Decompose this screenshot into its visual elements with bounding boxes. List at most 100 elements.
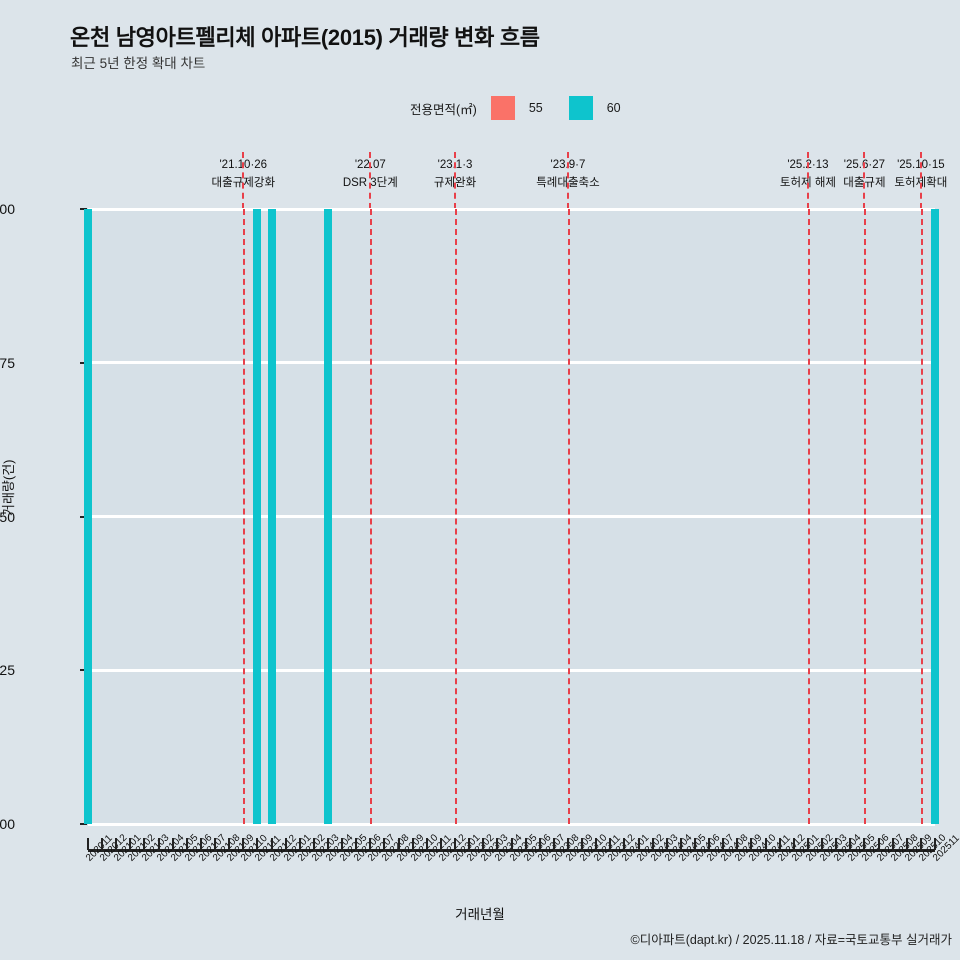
y-tick-label: 0.75	[0, 354, 15, 371]
annotation-line	[455, 209, 458, 824]
bar[interactable]	[267, 209, 276, 824]
x-tick-mark	[298, 838, 301, 850]
gridline	[88, 207, 935, 211]
x-tick-mark	[919, 838, 922, 850]
annotation-line-stub	[863, 152, 866, 209]
legend-title: 전용면적(㎡)	[410, 102, 477, 117]
x-tick-mark	[242, 838, 245, 850]
x-tick-mark	[877, 838, 880, 850]
annotation-line-stub	[566, 152, 569, 209]
x-tick-mark	[552, 838, 555, 850]
x-tick-mark	[439, 838, 442, 850]
x-tick-mark	[157, 838, 160, 850]
annotation-line-stub	[919, 152, 922, 209]
x-tick-mark	[679, 838, 682, 850]
x-tick-mark	[736, 838, 739, 850]
x-tick-mark	[87, 838, 89, 850]
x-tick-mark	[623, 838, 626, 850]
x-tick-mark	[341, 838, 344, 850]
x-tick-mark	[496, 838, 499, 850]
x-tick-mark	[750, 838, 753, 850]
y-tick-label: 1.00	[0, 201, 15, 217]
x-tick-mark	[129, 838, 132, 850]
x-tick-mark	[806, 838, 809, 850]
chart-legend: 전용면적(㎡) 55 60	[410, 96, 647, 120]
x-tick-mark	[849, 838, 852, 850]
x-tick-mark	[397, 838, 400, 850]
x-tick-mark	[792, 838, 795, 850]
x-tick-mark	[468, 838, 471, 850]
bar[interactable]	[253, 209, 262, 824]
x-tick-mark	[609, 838, 612, 850]
bar[interactable]	[84, 209, 92, 824]
x-tick-mark	[101, 838, 104, 850]
x-tick-mark	[199, 838, 202, 850]
x-tick-mark	[821, 838, 824, 850]
x-tick-mark	[934, 838, 936, 850]
x-tick-mark	[581, 838, 584, 850]
x-axis-line	[88, 849, 935, 852]
x-tick-mark	[383, 838, 386, 850]
x-tick-mark	[524, 838, 527, 850]
x-tick-mark	[482, 838, 485, 850]
x-tick-mark	[863, 838, 866, 850]
bar[interactable]	[323, 209, 332, 824]
annotation-line	[807, 209, 810, 824]
x-tick-mark	[538, 838, 541, 850]
legend-swatch-60	[568, 96, 593, 120]
gridline	[88, 515, 935, 518]
x-tick-mark	[214, 838, 217, 850]
x-tick-mark	[454, 838, 457, 850]
x-tick-mark	[115, 838, 118, 850]
x-tick-mark	[228, 838, 231, 850]
gridline	[88, 361, 935, 365]
page-title: 온천 남영아트펠리체 아파트(2015) 거래량 변화 흐름	[70, 25, 540, 50]
x-tick-mark	[355, 838, 358, 850]
y-tick-mark	[80, 823, 87, 825]
x-tick-mark	[905, 838, 908, 850]
x-tick-mark	[708, 838, 711, 850]
annotation-line	[243, 209, 246, 824]
annotation-line-stub	[242, 152, 245, 209]
y-axis-title: 거래량(건)	[1, 459, 16, 517]
x-tick-mark	[891, 838, 894, 850]
x-tick-mark	[270, 838, 273, 850]
y-tick-mark	[80, 515, 87, 518]
legend-label-60: 60	[606, 101, 621, 115]
y-tick-label: 0.00	[0, 816, 15, 832]
gridline	[88, 822, 935, 826]
annotation-line	[370, 209, 373, 824]
annotation-line-stub	[806, 152, 809, 209]
y-tick-label: 0.50	[0, 508, 15, 525]
gridline	[88, 668, 935, 672]
footer-credit: ©디아파트(dapt.kr) / 2025.11.18 / 자료=국토교통부 실…	[630, 933, 953, 947]
x-axis-title: 거래년월	[455, 907, 505, 922]
x-tick-mark	[171, 838, 174, 850]
plot-area	[84, 207, 939, 826]
x-tick-mark	[185, 838, 188, 850]
legend-swatch-55	[490, 96, 515, 120]
x-tick-mark	[425, 838, 428, 850]
x-tick-mark	[510, 838, 513, 850]
x-tick-mark	[764, 838, 767, 850]
x-tick-mark	[722, 838, 725, 850]
y-tick-mark	[80, 208, 87, 210]
annotation-line	[567, 209, 570, 824]
legend-label-55: 55	[528, 101, 543, 115]
annotation-line-stub	[369, 152, 372, 209]
x-tick-mark	[284, 838, 287, 850]
x-tick-mark	[143, 838, 146, 850]
x-tick-mark	[411, 838, 414, 850]
page-subtitle: 최근 5년 한정 확대 차트	[71, 56, 206, 71]
annotation-line-stub	[454, 152, 457, 209]
x-tick-mark	[312, 838, 315, 850]
x-tick-mark	[326, 838, 329, 850]
x-tick-mark	[694, 838, 697, 850]
annotation-line	[864, 209, 867, 824]
annotation-line	[920, 209, 923, 824]
x-tick-mark	[369, 838, 372, 850]
x-tick-mark	[778, 838, 781, 850]
x-tick-mark	[637, 838, 640, 850]
x-tick-mark	[651, 838, 654, 850]
bar[interactable]	[931, 209, 939, 824]
